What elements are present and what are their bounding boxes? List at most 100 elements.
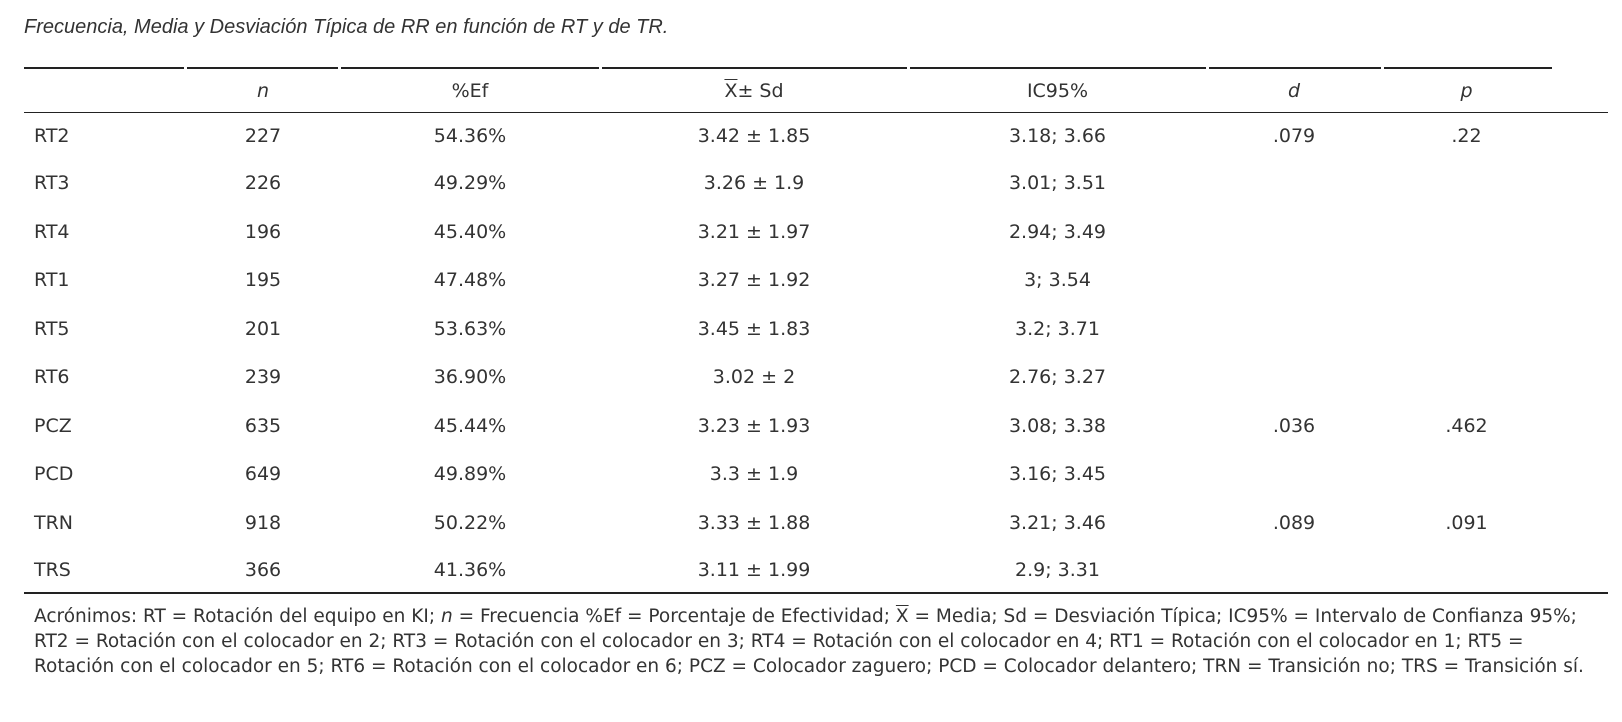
cell-p [1381, 450, 1552, 499]
table-footnote: Acrónimos: RT = Rotación del equipo en K… [34, 604, 1604, 679]
cell-ic95: 3.18; 3.66 [1008, 125, 1107, 147]
cell-mean-sd: 3.42 ± 1.85 [697, 125, 811, 147]
row-label: TRS [24, 547, 186, 594]
table-row: RT6 239 36.90% 3.02 ± 2 2.76; 3.27 [24, 353, 1608, 402]
cell-spacer [1552, 402, 1608, 451]
header-n: n [186, 67, 340, 113]
cell-spacer [1552, 547, 1608, 594]
cell-n: 366 [186, 547, 340, 594]
cell-ef: 49.89% [433, 463, 507, 486]
cell-n: 201 [244, 317, 282, 340]
row-label: RT5 [34, 317, 70, 340]
cell-ic95: 3; 3.54 [1024, 269, 1091, 292]
footnote-text-2: = Frecuencia %Ef = Porcentaje de Efectiv… [452, 606, 896, 627]
header-d: d [1207, 67, 1381, 113]
cell-d [1207, 159, 1381, 208]
header-efectividad: %Ef [340, 67, 600, 113]
header-spacer [1552, 67, 1608, 113]
cell-d [1207, 208, 1381, 257]
cell-ef: 41.36% [340, 547, 600, 594]
row-label: RT1 [34, 269, 70, 292]
cell-spacer [1552, 159, 1608, 208]
cell-spacer [1552, 499, 1608, 548]
row-label: PCZ [34, 414, 72, 437]
cell-n: 226 [244, 172, 282, 195]
table-row: RT5 201 53.63% 3.45 ± 1.83 3.2; 3.71 [24, 305, 1608, 354]
cell-mean-sd: 3.23 ± 1.93 [697, 414, 811, 437]
cell-p [1381, 353, 1552, 402]
cell-mean-sd: 3.21 ± 1.97 [697, 220, 811, 243]
cell-mean-sd: 3.3 ± 1.9 [709, 463, 799, 486]
cell-ef: 45.40% [433, 220, 507, 243]
cell-d: .089 [1272, 511, 1316, 534]
cell-ic95: 2.9; 3.31 [908, 547, 1207, 594]
cell-d: .036 [1272, 414, 1316, 437]
table-caption: Frecuencia, Media y Desviación Típica de… [24, 16, 669, 38]
cell-n: 239 [244, 366, 282, 389]
cell-p [1381, 547, 1552, 594]
header-p: p [1381, 67, 1552, 113]
cell-ef: 36.90% [433, 366, 507, 389]
table-header: n %Ef X± Sd IC95% d p [24, 67, 1608, 113]
table-row: RT2 227 54.36% 3.42 ± 1.85 3.18; 3.66 .0… [24, 113, 1608, 160]
cell-spacer [1552, 450, 1608, 499]
cell-ef: 45.44% [433, 414, 507, 437]
cell-p [1381, 305, 1552, 354]
cell-ef: 50.22% [433, 511, 507, 534]
row-label: PCD [34, 463, 74, 486]
header-mean-sd: X± Sd [600, 67, 908, 113]
cell-n: 227 [244, 125, 282, 147]
footnote-text-1: Acrónimos: RT = Rotación del equipo en K… [34, 606, 441, 627]
table-row: PCZ 635 45.44% 3.23 ± 1.93 3.08; 3.38 .0… [24, 402, 1608, 451]
footnote-text-3: = Media; Sd = Desviación Típica; IC95% =… [34, 606, 1584, 677]
cell-mean-sd: 3.27 ± 1.92 [697, 269, 811, 292]
table-row: TRS 366 41.36% 3.11 ± 1.99 2.9; 3.31 [24, 547, 1608, 594]
table-row: RT3 226 49.29% 3.26 ± 1.9 3.01; 3.51 [24, 159, 1608, 208]
sd-symbol-text: ± Sd [737, 79, 784, 102]
row-label: RT2 [34, 125, 70, 147]
header-row-label [24, 67, 186, 113]
row-label: RT4 [34, 220, 70, 243]
cell-d [1207, 450, 1381, 499]
cell-ic95: 3.21; 3.46 [1008, 511, 1107, 534]
footnote-n-symbol: n [440, 606, 453, 627]
row-label: RT6 [34, 366, 70, 389]
cell-spacer [1552, 113, 1608, 160]
cell-p: .091 [1445, 511, 1488, 534]
cell-d: .079 [1272, 125, 1316, 147]
cell-ic95: 3.2; 3.71 [1015, 317, 1100, 340]
stats-table: n %Ef X± Sd IC95% d p RT2 227 54.36% 3.4… [24, 67, 1608, 594]
cell-ic95: 3.08; 3.38 [1008, 414, 1107, 437]
table-row: PCD 649 49.89% 3.3 ± 1.9 3.16; 3.45 [24, 450, 1608, 499]
cell-spacer [1552, 353, 1608, 402]
cell-n: 918 [244, 511, 282, 534]
cell-p: .462 [1445, 414, 1488, 437]
cell-p [1381, 256, 1552, 305]
footnote-mean-symbol: X [895, 606, 909, 627]
cell-spacer [1552, 256, 1608, 305]
cell-mean-sd: 3.11 ± 1.99 [600, 547, 908, 594]
cell-ic95: 3.01; 3.51 [1008, 172, 1107, 195]
cell-ef: 47.48% [433, 269, 507, 292]
row-label: RT3 [34, 172, 70, 195]
cell-d [1207, 547, 1381, 594]
header-ic95: IC95% [908, 67, 1207, 113]
table-row: RT1 195 47.48% 3.27 ± 1.92 3; 3.54 [24, 256, 1608, 305]
row-label: TRN [34, 511, 74, 534]
header-row: n %Ef X± Sd IC95% d p [24, 67, 1608, 113]
cell-ef: 54.36% [433, 125, 507, 147]
cell-d [1207, 305, 1381, 354]
table-body: RT2 227 54.36% 3.42 ± 1.85 3.18; 3.66 .0… [24, 113, 1608, 594]
cell-n: 649 [244, 463, 282, 486]
cell-spacer [1552, 305, 1608, 354]
cell-d [1207, 353, 1381, 402]
cell-d [1207, 256, 1381, 305]
cell-p [1381, 159, 1552, 208]
cell-ic95: 2.94; 3.49 [1008, 220, 1107, 243]
cell-mean-sd: 3.45 ± 1.83 [697, 317, 811, 340]
cell-n: 195 [244, 269, 282, 292]
cell-p [1381, 208, 1552, 257]
mean-symbol: X [724, 79, 738, 102]
table-row: TRN 918 50.22% 3.33 ± 1.88 3.21; 3.46 .0… [24, 499, 1608, 548]
cell-ef: 53.63% [433, 317, 507, 340]
